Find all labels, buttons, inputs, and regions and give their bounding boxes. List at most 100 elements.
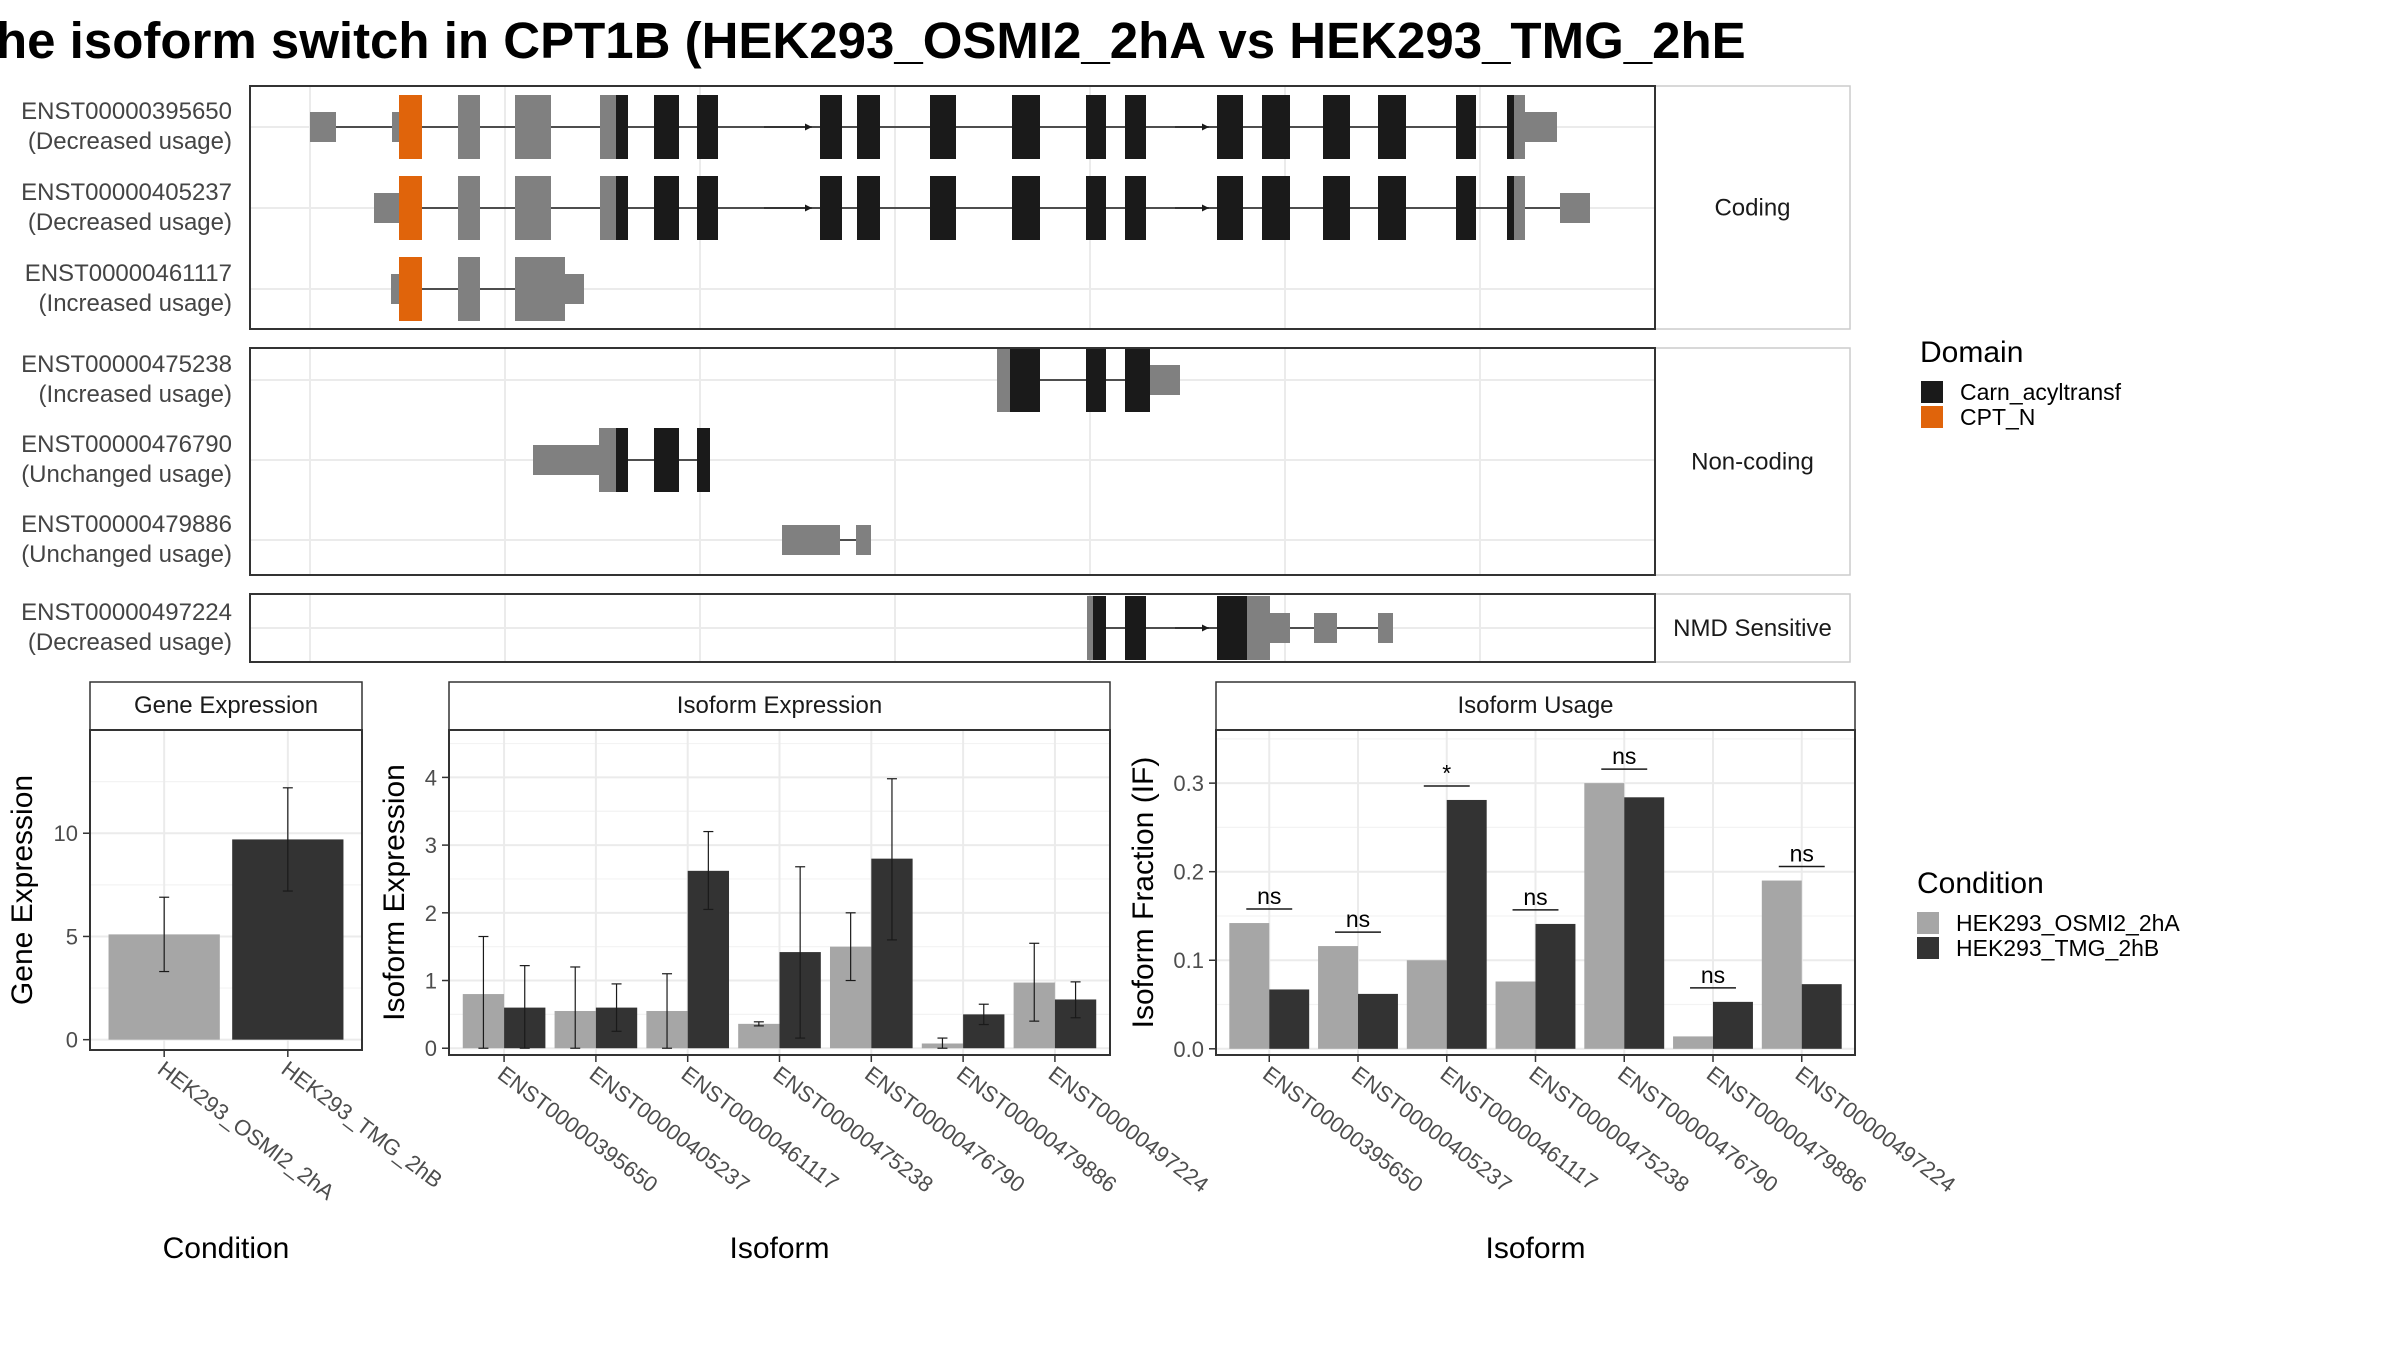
transcript-usage-label: (Increased usage) [39,381,232,408]
bar [1229,923,1270,1049]
exon-block [1150,365,1180,395]
exon-block [599,428,616,492]
domain-legend-title: Domain [1920,336,2023,369]
transcript-row: ENST00000461117 (Increased usage) [25,257,584,321]
domain-legend-label: CPT_N [1960,404,2035,430]
panel-border [249,593,1656,663]
exon-block [1087,596,1093,660]
exon-block [1560,193,1590,223]
bar [1673,1036,1713,1049]
exon-block [458,95,480,159]
y-tick-label: 0.0 [1173,1037,1204,1062]
exon-block [1262,95,1290,159]
exon-block [392,112,401,142]
exon-block [1514,176,1525,240]
exon-block [1012,176,1040,240]
exon-block [616,176,628,240]
transcript-usage-label: (Unchanged usage) [21,461,232,488]
x-axis-title: Isoform [729,1232,829,1265]
isoform-expression-panel: Isoform Expression01234ENST00000395650EN… [378,681,1213,1265]
panel-strip-box [89,681,363,731]
panel-border [249,347,1656,576]
y-axis-title: Gene Expression [6,775,39,1005]
strip-coding: Coding [1714,195,1790,222]
significance-label: ns [1790,841,1814,867]
panel-strip-box [1654,85,1851,330]
exon-block [930,176,956,240]
exon-block [1323,176,1350,240]
exon-block [1125,95,1146,159]
domain-legend-swatch [1921,406,1943,428]
bar [1624,797,1665,1049]
transcript-id-label: ENST00000497224 [21,599,232,626]
x-tick-label: ENST00000476790 [1613,1061,1782,1197]
condition-legend-label: HEK293_OSMI2_2hA [1956,910,2180,936]
panel-strip-box [1654,347,1851,576]
exon-block [1525,112,1557,142]
exon-block [930,95,956,159]
exon-block [1323,95,1350,159]
exon-block [391,274,399,304]
exon-block [782,525,840,555]
exon-block [1456,176,1476,240]
isoform-usage-panel: Isoform Usage 0.0 0.1 0.2 0.3 ENST00000395650… [1127,681,1960,1265]
exon-block [515,176,551,240]
transcript-row: ENST00000497224 (Decreased usage) [21,596,1393,660]
significance-label: ns [1612,743,1636,769]
exon-block [1247,596,1270,660]
exon-block [616,428,628,492]
exon-block [1125,176,1146,240]
panel-background [250,348,1655,575]
exon-block [1314,613,1337,643]
exon-block [1086,348,1106,412]
transcript-id-label: ENST00000461117 [25,260,232,287]
exon-block [1507,95,1514,159]
x-tick-label: ENST00000395650 [493,1061,662,1197]
y-tick-label: 5 [66,924,78,949]
condition-legend-swatch [1917,937,1939,959]
strand-arrow-icon [805,204,812,212]
exon-block [1010,348,1040,412]
bar [1535,923,1576,1049]
exon-block [1217,95,1243,159]
exon-block [1012,95,1040,159]
transcript-row: ENST00000475238 (Increased usage) [21,348,1180,412]
significance-label: ns [1701,962,1725,988]
exon-block [1125,596,1146,660]
transcript-usage-label: (Increased usage) [39,290,232,317]
y-tick-label: 10 [54,821,78,846]
transcript-panel: Non-coding ENST00000475238 (Increased usag… [21,347,1851,576]
y-tick-label: 3 [425,833,437,858]
y-tick-label: 2 [425,901,437,926]
exon-block [458,257,480,321]
exon-block [1507,176,1514,240]
transcript-id-label: ENST00000395650 [21,98,232,125]
strand-arrow-icon [1202,204,1209,212]
transcript-id-label: ENST00000476790 [21,431,232,458]
panel-strip-title: Gene Expression [134,692,318,719]
domain-legend-swatch [1921,381,1943,403]
strip-nmd-sensitive: NMD Sensitive [1673,615,1832,642]
bar [1801,984,1842,1049]
x-axis-title: Condition [163,1232,290,1265]
bar [1446,799,1487,1049]
transcript-usage-label: (Decreased usage) [28,128,232,155]
exon-block [399,95,422,159]
panel-strip-box [448,681,1111,731]
significance-label: * [1442,760,1451,786]
exon-block [857,176,880,240]
exon-block [697,428,710,492]
exon-block [533,445,599,475]
transcript-row: ENST00000476790 (Unchanged usage) [21,428,710,492]
x-tick-label: ENST00000479886 [1702,1061,1871,1197]
exon-block [820,95,842,159]
x-tick-label: ENST00000475238 [768,1061,937,1197]
panel-border [1215,729,1856,1056]
exon-block [1456,95,1476,159]
x-tick-label: ENST00000405237 [1347,1061,1516,1197]
condition-legend-title: Condition [1917,867,2044,900]
exon-block [1217,176,1243,240]
exon-block [997,348,1010,412]
